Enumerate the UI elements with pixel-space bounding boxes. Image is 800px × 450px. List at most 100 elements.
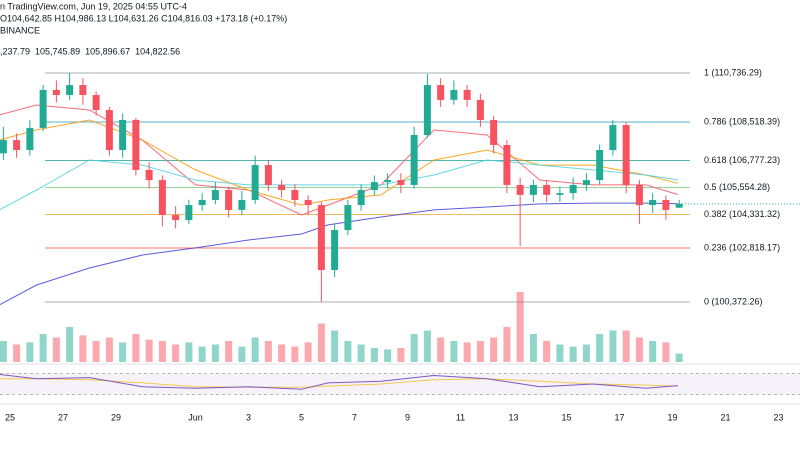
plot: 1 (110,736.29) 0.786 (108,518.39) 0.618 (1… xyxy=(0,46,800,422)
x-tick-label: 11 xyxy=(456,412,465,422)
volume-bar xyxy=(662,342,670,362)
volume-bar xyxy=(556,344,564,362)
candle-body xyxy=(622,125,630,185)
volume-bar xyxy=(635,337,643,362)
volume-bar xyxy=(26,342,34,362)
volume-bar xyxy=(622,330,630,362)
volume-bar xyxy=(516,292,524,362)
x-tick-label: 29 xyxy=(111,412,121,422)
x-tick-label: 9 xyxy=(405,412,410,422)
candle-body xyxy=(675,203,683,208)
candle-body xyxy=(185,205,193,221)
fib-label: 0.236 (102,818.17) xyxy=(704,242,780,252)
candle-body xyxy=(543,184,551,195)
legend-value: 105,745.89 xyxy=(35,46,80,56)
moving-average xyxy=(0,159,678,211)
x-tick-label: 27 xyxy=(58,412,68,422)
volume-bar xyxy=(529,334,537,362)
x-tick-label: 23 xyxy=(774,412,784,422)
fib-label: 0.5 (105,554.28) xyxy=(704,182,770,192)
volume-bar xyxy=(609,330,617,362)
candle-body xyxy=(105,110,113,151)
volume-bar xyxy=(264,341,272,362)
volume-bar xyxy=(304,342,312,362)
volume-bar xyxy=(675,353,683,362)
x-tick-label: 17 xyxy=(615,412,625,422)
candle-body xyxy=(516,184,524,195)
volume-bar xyxy=(543,341,551,362)
volume-bar xyxy=(423,330,431,362)
volume-bar xyxy=(437,337,445,362)
candle-body xyxy=(304,199,312,206)
candle-body xyxy=(79,85,87,96)
volume-bar xyxy=(225,341,233,362)
volume-bar xyxy=(251,337,259,362)
legend-value: 105,896.67 xyxy=(85,46,130,56)
fib-label: 1 (110,736.29) xyxy=(704,67,762,77)
candle-body xyxy=(132,119,140,170)
volume-bar xyxy=(39,334,47,362)
volume-bar xyxy=(13,344,21,362)
candle-body xyxy=(476,99,484,120)
rsi-band xyxy=(0,373,800,395)
candle-body xyxy=(225,190,233,210)
volume-bar xyxy=(185,342,193,362)
volume-bar xyxy=(450,341,458,362)
volume-bar xyxy=(582,344,590,362)
x-tick-label: 19 xyxy=(668,412,678,422)
candle-body xyxy=(397,180,405,185)
candle-body xyxy=(0,140,7,154)
volume-bar xyxy=(569,346,577,362)
candle-body xyxy=(450,89,458,100)
candle-body xyxy=(410,135,418,185)
candle-body xyxy=(423,85,431,136)
candle-body xyxy=(291,190,299,200)
volume-bar xyxy=(172,344,180,362)
fib-label: 0.382 (104,331.32) xyxy=(704,209,780,219)
candle-body xyxy=(437,85,445,100)
candle-body xyxy=(370,182,378,191)
x-tick-label: Jun xyxy=(188,412,203,422)
candle-body xyxy=(119,119,127,151)
candle-body xyxy=(172,214,180,221)
candle-body xyxy=(317,205,325,271)
volume-bar xyxy=(463,342,471,362)
exchange: BINANCE xyxy=(0,25,40,35)
volume-bar xyxy=(211,344,219,362)
candle-body xyxy=(158,180,166,215)
candle-body xyxy=(211,190,219,200)
volume-bar xyxy=(66,327,74,362)
volume-bar xyxy=(52,337,60,362)
volume-bar xyxy=(596,334,604,362)
volume-bar xyxy=(397,348,405,362)
volume-bar xyxy=(410,334,418,362)
legend-value: 104,822.56 xyxy=(135,46,180,56)
volume-bar xyxy=(278,344,286,362)
candle-body xyxy=(66,85,74,96)
rsi-line xyxy=(0,373,678,390)
volume-bar xyxy=(238,346,246,362)
volume-bar xyxy=(490,337,498,362)
candle-body xyxy=(609,125,617,151)
volume-bar xyxy=(0,341,7,362)
volume-bar xyxy=(158,341,166,362)
candle-body xyxy=(384,180,392,183)
x-tick-label: 21 xyxy=(721,412,731,422)
candle-body xyxy=(39,89,47,128)
candle-body xyxy=(649,199,657,206)
volume-bar xyxy=(503,327,511,362)
x-tick-label: 3 xyxy=(246,412,251,422)
volume-bar xyxy=(331,330,339,362)
x-tick-label: 7 xyxy=(352,412,357,422)
candle-body xyxy=(331,230,339,271)
fib-label: 0.786 (108,518.39) xyxy=(704,116,780,126)
candle-body xyxy=(490,119,498,145)
candle-body xyxy=(662,199,670,210)
fib-label: 0 (100,372.26) xyxy=(704,296,763,306)
x-tick-label: 5 xyxy=(299,412,304,422)
volume-bar xyxy=(370,348,378,362)
legend-value: ,237.79 xyxy=(0,46,30,56)
candle-body xyxy=(13,140,21,151)
